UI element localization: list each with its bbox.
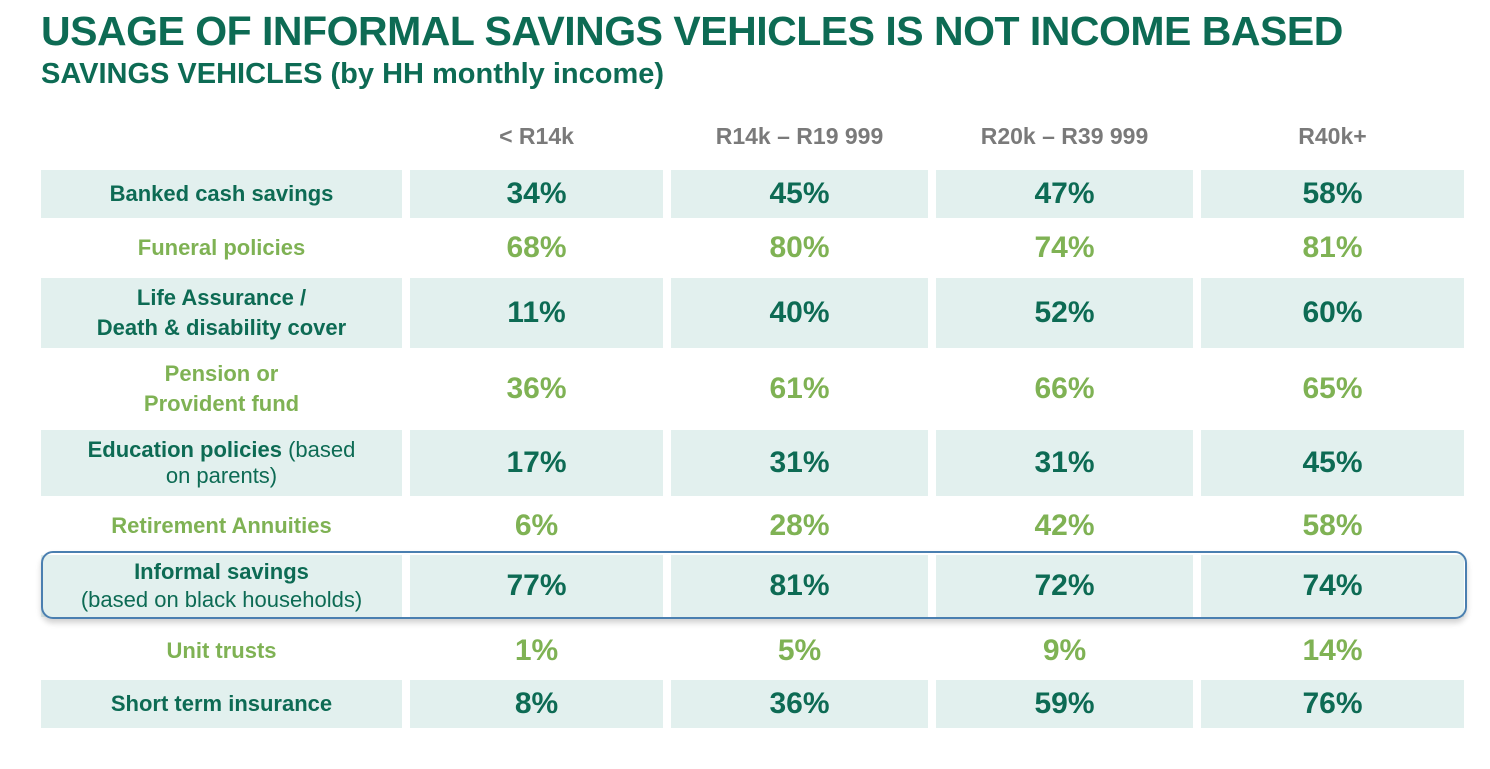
value-cell: 68%	[506, 231, 567, 264]
value-cell: 60%	[1201, 278, 1464, 348]
row-label-text: Life Assurance /	[136, 285, 307, 310]
value-cell: 74%	[1034, 231, 1095, 264]
value-cell: 76%	[1201, 680, 1464, 728]
table-row-highlighted: Informal savings (based on black househol…	[41, 555, 1464, 617]
row-label-text: Funeral policies	[137, 235, 306, 260]
value-cell: 77%	[410, 555, 663, 617]
table-row: Unit trusts 1% 5% 9% 14%	[41, 626, 1464, 676]
value-cell: 14%	[1302, 634, 1363, 667]
row-label-note: (based	[281, 437, 356, 462]
value-cell: 36%	[671, 680, 928, 728]
column-header: R14k – R19 999	[715, 122, 884, 149]
value-cell: 6%	[514, 509, 559, 542]
row-label-text: Retirement Annuities	[111, 513, 332, 538]
row-label-note: on parents)	[165, 463, 278, 488]
value-cell: 40%	[671, 278, 928, 348]
value-cell: 61%	[769, 372, 830, 405]
table-row: Funeral policies 68% 80% 74% 81%	[41, 224, 1464, 272]
value-cell: 34%	[410, 170, 663, 218]
value-cell: 80%	[769, 231, 830, 264]
table-row: Banked cash savings 34% 45% 47% 58%	[41, 170, 1464, 218]
row-label-note: (based on black households)	[80, 587, 363, 612]
value-cell: 74%	[1201, 555, 1464, 617]
row-label: Short term insurance	[41, 680, 402, 728]
row-label-text-line2: Provident fund	[143, 391, 300, 416]
row-label-text: Informal savings	[134, 559, 309, 584]
row-label: Banked cash savings	[41, 170, 402, 218]
value-cell: 9%	[1042, 634, 1087, 667]
value-cell: 45%	[671, 170, 928, 218]
row-label: Life Assurance / Death & disability cover	[41, 278, 402, 348]
column-header: R40k+	[1298, 122, 1367, 149]
table-row: Short term insurance 8% 36% 59% 76%	[41, 680, 1464, 728]
table-row: Education policies (based on parents) 17% 3…	[41, 430, 1464, 496]
value-cell: 42%	[1034, 509, 1095, 542]
table-row: Retirement Annuities 6% 28% 42% 58%	[41, 502, 1464, 550]
column-header: < R14k	[499, 122, 574, 149]
row-label-text: Unit trusts	[166, 638, 277, 663]
row-label-text: Education policies	[87, 437, 282, 462]
row-label: Pension or Provident fund	[41, 354, 402, 424]
table-row: Pension or Provident fund 36% 61% 66% 65%	[41, 354, 1464, 424]
value-cell: 52%	[936, 278, 1193, 348]
value-cell: 45%	[1201, 430, 1464, 496]
value-cell: 28%	[769, 509, 830, 542]
value-cell: 1%	[514, 634, 559, 667]
row-label-text: Banked cash savings	[109, 181, 334, 206]
value-cell: 72%	[936, 555, 1193, 617]
value-cell: 66%	[1034, 372, 1095, 405]
value-cell: 31%	[936, 430, 1193, 496]
row-label: Education policies (based on parents)	[41, 430, 402, 496]
row-label: Retirement Annuities	[41, 502, 402, 550]
row-label-text: Short term insurance	[110, 691, 333, 716]
row-label: Informal savings (based on black househol…	[41, 555, 402, 617]
value-cell: 36%	[506, 372, 567, 405]
value-cell: 65%	[1302, 372, 1363, 405]
column-header: R20k – R39 999	[980, 122, 1149, 149]
row-label-text-line2: Death & disability cover	[96, 315, 347, 340]
row-label: Funeral policies	[41, 224, 402, 272]
value-cell: 31%	[671, 430, 928, 496]
value-cell: 59%	[936, 680, 1193, 728]
value-cell: 11%	[410, 278, 663, 348]
page-subtitle: SAVINGS VEHICLES (by HH monthly income)	[41, 58, 665, 90]
value-cell: 81%	[671, 555, 928, 617]
page-title: USAGE OF INFORMAL SAVINGS VEHICLES IS NO…	[41, 8, 1343, 54]
row-label-text: Pension or	[164, 361, 279, 386]
value-cell: 47%	[936, 170, 1193, 218]
row-label: Unit trusts	[41, 626, 402, 676]
value-cell: 5%	[777, 634, 822, 667]
value-cell: 17%	[410, 430, 663, 496]
table-row: Life Assurance / Death & disability cover…	[41, 278, 1464, 348]
value-cell: 81%	[1302, 231, 1363, 264]
value-cell: 58%	[1201, 170, 1464, 218]
value-cell: 8%	[410, 680, 663, 728]
value-cell: 58%	[1302, 509, 1363, 542]
